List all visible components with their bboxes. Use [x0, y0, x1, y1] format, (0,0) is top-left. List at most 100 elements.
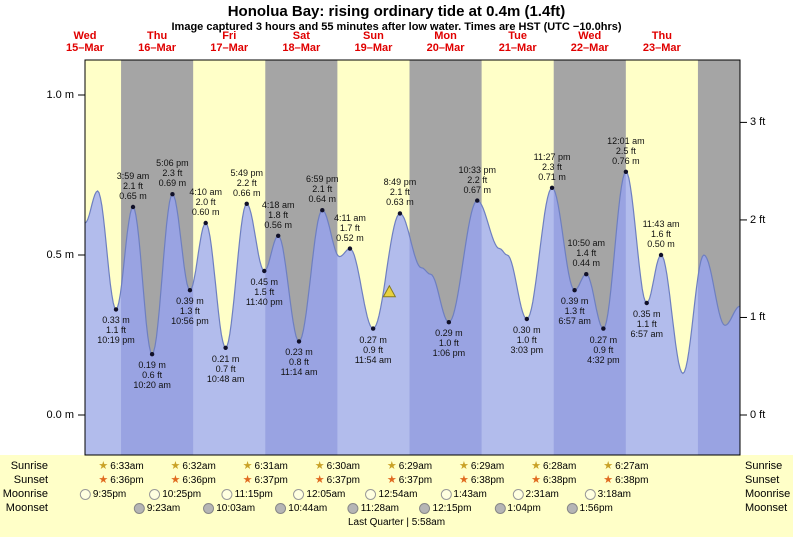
tide-event-label-high: 10:50 am 1.4 ft 0.44 m	[558, 238, 614, 268]
tide-event-label-line: 0.6 ft	[142, 370, 163, 381]
day-header: Mon 20–Mar	[411, 30, 481, 54]
tide-event-dot	[644, 300, 649, 306]
tide-event-dot	[130, 204, 136, 210]
tide-event-label-line: 6:57 am	[558, 316, 591, 327]
tide-event-label-line: 1.5 ft	[254, 287, 275, 297]
tide-event-label-line: 10:56 pm	[171, 316, 209, 327]
sunrise-entry: ★ 6:29am	[387, 460, 432, 473]
tide-event-label-line: 0.30 m	[513, 325, 541, 335]
tide-event-label-line: 1:06 pm	[432, 348, 466, 359]
astro-row-label-right: Sunrise	[745, 460, 783, 472]
moonset-moon-icon	[203, 503, 215, 514]
tide-event-label-line: 1.7 ft	[339, 222, 360, 233]
moonrise-time: 12:05am	[306, 489, 346, 500]
moonset-time: 1:04pm	[507, 503, 541, 514]
sunset-star-icon: ★	[531, 474, 541, 486]
day-header-weekday: Tue	[508, 30, 528, 42]
sunrise-entry: ★ 6:28am	[531, 460, 576, 473]
tide-event-label-line: 4:11 am	[334, 212, 366, 223]
tide-event-dot	[572, 288, 577, 293]
moonrise-time: 11:15pm	[234, 489, 273, 500]
moonset-time: 10:03am	[216, 503, 256, 514]
tide-event-label-line: 1.3 ft	[179, 306, 200, 317]
tide-event-label-high: 5:06 pm 2.3 ft 0.69 m	[144, 158, 200, 188]
day-header-weekday: Thu	[147, 30, 168, 42]
tide-event-label-line: 8:49 pm	[383, 177, 417, 188]
tide-event-label-line: 0.35 m	[632, 309, 661, 319]
tide-event-label-line: 0.39 m	[176, 296, 204, 307]
tide-event-dot	[275, 233, 281, 238]
tide-event-label-line: 3:59 am	[116, 171, 150, 181]
tide-event-label-line: 2.3 ft	[162, 168, 183, 179]
tide-event-label-line: 0.52 m	[336, 232, 364, 243]
tide-event-label-line: 0.50 m	[647, 239, 675, 249]
day-header-weekday: Fri	[222, 30, 237, 42]
current-time-marker-icon	[382, 284, 397, 298]
sunset-entry: ★ 6:37pm	[387, 474, 432, 487]
moonset-moon-icon	[275, 503, 287, 514]
moonset-time: 10:44am	[288, 503, 328, 514]
day-header-date: 18–Mar	[282, 42, 321, 54]
sunrise-time: 6:30am	[326, 461, 360, 472]
tide-event-label-high: 5:49 pm 2.2 ft 0.66 m	[219, 168, 275, 198]
day-header: Tue 21–Mar	[483, 30, 553, 54]
sunrise-entry: ★ 6:30am	[315, 460, 360, 473]
sunset-entry: ★ 6:38pm	[603, 474, 648, 487]
tide-event-label-high: 8:49 pm 2.1 ft 0.63 m	[372, 177, 428, 207]
tide-event-label-line: 0.76 m	[612, 155, 640, 166]
tide-event-label-line: 1.0 ft	[516, 335, 537, 345]
tide-event-dot	[623, 169, 629, 174]
sunset-star-icon: ★	[603, 474, 614, 486]
tide-event-label-line: 0.27 m	[589, 334, 618, 345]
sunrise-time: 6:29am	[398, 461, 433, 472]
astro-row-label-right: Sunset	[745, 474, 780, 486]
day-header-date: 21–Mar	[498, 42, 537, 54]
tide-event-label-line: 0.27 m	[359, 334, 387, 345]
tide-event-label-line: 1.3 ft	[564, 306, 585, 317]
tide-event-dot	[584, 272, 589, 277]
moonset-entry: 10:44am	[275, 502, 327, 515]
tide-event-label-line: 10:33 pm	[458, 164, 496, 175]
moonrise-moon-icon	[512, 489, 524, 500]
tide-event-dot	[244, 201, 249, 206]
tide-event-label-line: 0.64 m	[308, 194, 337, 205]
tide-event-label-low: 0.33 m 1.1 ft 10:19 pm	[88, 315, 144, 345]
moonrise-entry: 1:43am	[440, 488, 487, 501]
sunset-star-icon: ★	[458, 474, 469, 486]
tide-event-label-high: 4:11 am 1.7 ft 0.52 m	[322, 213, 378, 243]
moonrise-entry: 10:25pm	[149, 488, 201, 501]
tide-event-label-low: 0.21 m 0.7 ft 10:48 am	[198, 354, 254, 384]
day-header: Thu 16–Mar	[122, 30, 192, 54]
tide-event-label-line: 0.7 ft	[215, 363, 236, 374]
tide-event-label-line: 1.1 ft	[105, 325, 126, 336]
sunset-time: 6:38pm	[470, 475, 505, 486]
chart-subtitle: Image captured 3 hours and 55 minutes af…	[171, 21, 622, 33]
tide-event-label-line: 12:01 am	[607, 135, 645, 146]
sunrise-star-icon: ★	[170, 460, 181, 472]
tide-event-label-line: 0.39 m	[560, 296, 589, 307]
tide-event-label-low: 0.39 m 1.3 ft 6:57 am	[547, 296, 603, 326]
y-axis-label-left: 0.0 m	[46, 409, 74, 421]
tide-event-dot	[658, 252, 664, 258]
moonrise-moon-icon	[293, 489, 305, 500]
day-header: Fri 17–Mar	[194, 30, 264, 54]
tide-event-label-line: 10:48 am	[206, 373, 245, 384]
y-axis-label-right: 0 ft	[750, 409, 766, 421]
moonrise-moon-icon	[221, 489, 233, 500]
tide-event-dot	[347, 246, 353, 251]
day-header-date: 15–Mar	[66, 42, 104, 54]
sunset-entry: ★ 6:36pm	[171, 474, 216, 487]
tide-event-label-line: 11:54 am	[354, 354, 392, 365]
tide-curve	[84, 170, 741, 375]
tide-event-label-high: 12:01 am 2.5 ft 0.76 m	[598, 136, 654, 166]
tide-event-dot	[113, 307, 119, 312]
sunset-time: 6:37pm	[254, 475, 288, 486]
sunset-entry: ★ 6:37pm	[243, 474, 288, 487]
tide-event-dot	[397, 211, 403, 216]
tide-event-label-line: 1.4 ft	[576, 248, 597, 259]
tide-event-label-low: 0.29 m 1.0 ft 1:06 pm	[421, 328, 477, 358]
tide-event-label-line: 0.60 m	[191, 207, 220, 217]
tide-event-label-low: 0.19 m 0.6 ft 10:20 am	[124, 360, 180, 390]
astro-section-background	[0, 455, 793, 537]
